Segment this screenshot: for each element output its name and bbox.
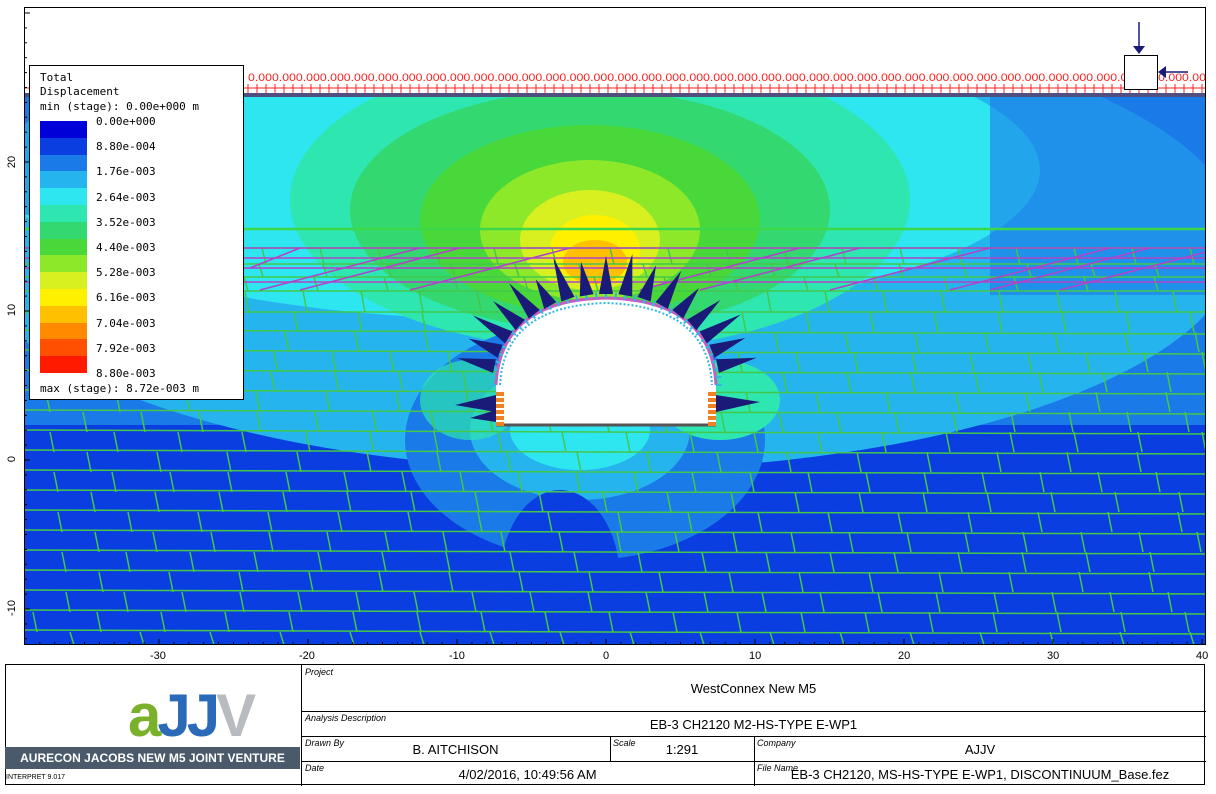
legend-swatch [40,339,87,357]
company-band: AURECON JACOBS NEW M5 JOINT VENTURE [5,747,300,769]
legend-value: 7.92e-003 [96,341,156,355]
date-value: 4/02/2016, 10:49:56 AM [458,767,597,782]
legend-value: 8.80e-003 [96,367,156,380]
legend-swatch [40,255,87,273]
legend-swatch [40,356,87,374]
y-tick-label: -10 [6,600,18,616]
svg-text:0.000.000.000.000.000.000.000.: 0.000.000.000.000.000.000.000.000.000.00… [248,72,1206,84]
legend-value: 5.28e-003 [96,266,156,280]
legend-swatch [40,272,87,290]
legend-value: 7.04e-003 [96,316,156,330]
legend-swatch [40,171,87,189]
y-tick-label: 10 [6,303,18,317]
legend-swatch [40,154,87,172]
bolt-force-spikes [455,253,760,422]
legend-value: 1.76e-003 [96,165,156,179]
drawnby-caption: Drawn By [305,738,345,748]
x-tick-label: -30 [150,650,166,662]
legend-value: 6.16e-003 [96,291,156,305]
legend-value: 4.40e-003 [96,241,156,254]
date-caption: Date [305,763,325,773]
company-logo: aJJV [128,682,256,749]
legend-title: Total Displacement [40,71,120,98]
legend-swatch [40,289,87,307]
company-caption: Company [757,738,796,748]
x-tick-label: -20 [299,650,315,662]
scale-caption: Scale [613,738,636,748]
legend-value: 3.52e-003 [96,215,156,229]
legend-swatch [40,137,87,156]
drawnby-value: B. AITCHISON [412,742,499,757]
boundary-arrow-icon [1133,22,1188,78]
project-value: WestConnex New M5 [690,681,817,696]
legend-swatch [40,221,87,240]
scale-value: 1:291 [665,742,699,757]
y-tick-label: 0 [6,455,18,463]
analysis-value: EB-3 CH2120 M2-HS-TYPE E-WP1 [649,717,858,732]
rock-bolts [490,292,722,426]
legend-swatch [40,238,87,256]
x-tick-label: 40 [1196,650,1209,662]
project-caption: Project [305,667,334,677]
company-value: AJJV [964,742,996,757]
analysis-caption: Analysis Description [305,713,387,723]
legend-value: 8.80e-004 [96,140,156,154]
y-tick-label: 20 [6,155,18,169]
legend-swatch [40,322,87,340]
legend-max: max (stage): 8.72e-003 m [40,382,199,395]
filename-caption: File Name [757,763,799,773]
x-tick-label: 20 [898,650,911,662]
x-tick-label: -10 [449,650,465,662]
legend-value: 2.64e-003 [96,190,156,204]
x-tick-label: 0 [603,650,610,662]
tunnel-excavation [455,253,760,427]
legend-min: min (stage): 0.00e+000 m [40,100,199,113]
legend-swatch [40,305,87,324]
software-version: INTERPRET 9.017 [6,774,66,781]
contour-legend[interactable]: Total Displacement min (stage): 0.00e+00… [29,65,244,400]
x-tick-label: 30 [1047,650,1060,662]
x-tick-label: 10 [749,650,762,662]
legend-value: 0.00e+000 [96,115,156,128]
legend-swatch [40,121,87,139]
filename-value: EB-3 CH2120, MS-HS-TYPE E-WP1, DISCONTIN… [790,767,1170,782]
legend-swatch [40,205,87,223]
reference-box [1124,55,1158,90]
legend-swatch [40,188,87,206]
